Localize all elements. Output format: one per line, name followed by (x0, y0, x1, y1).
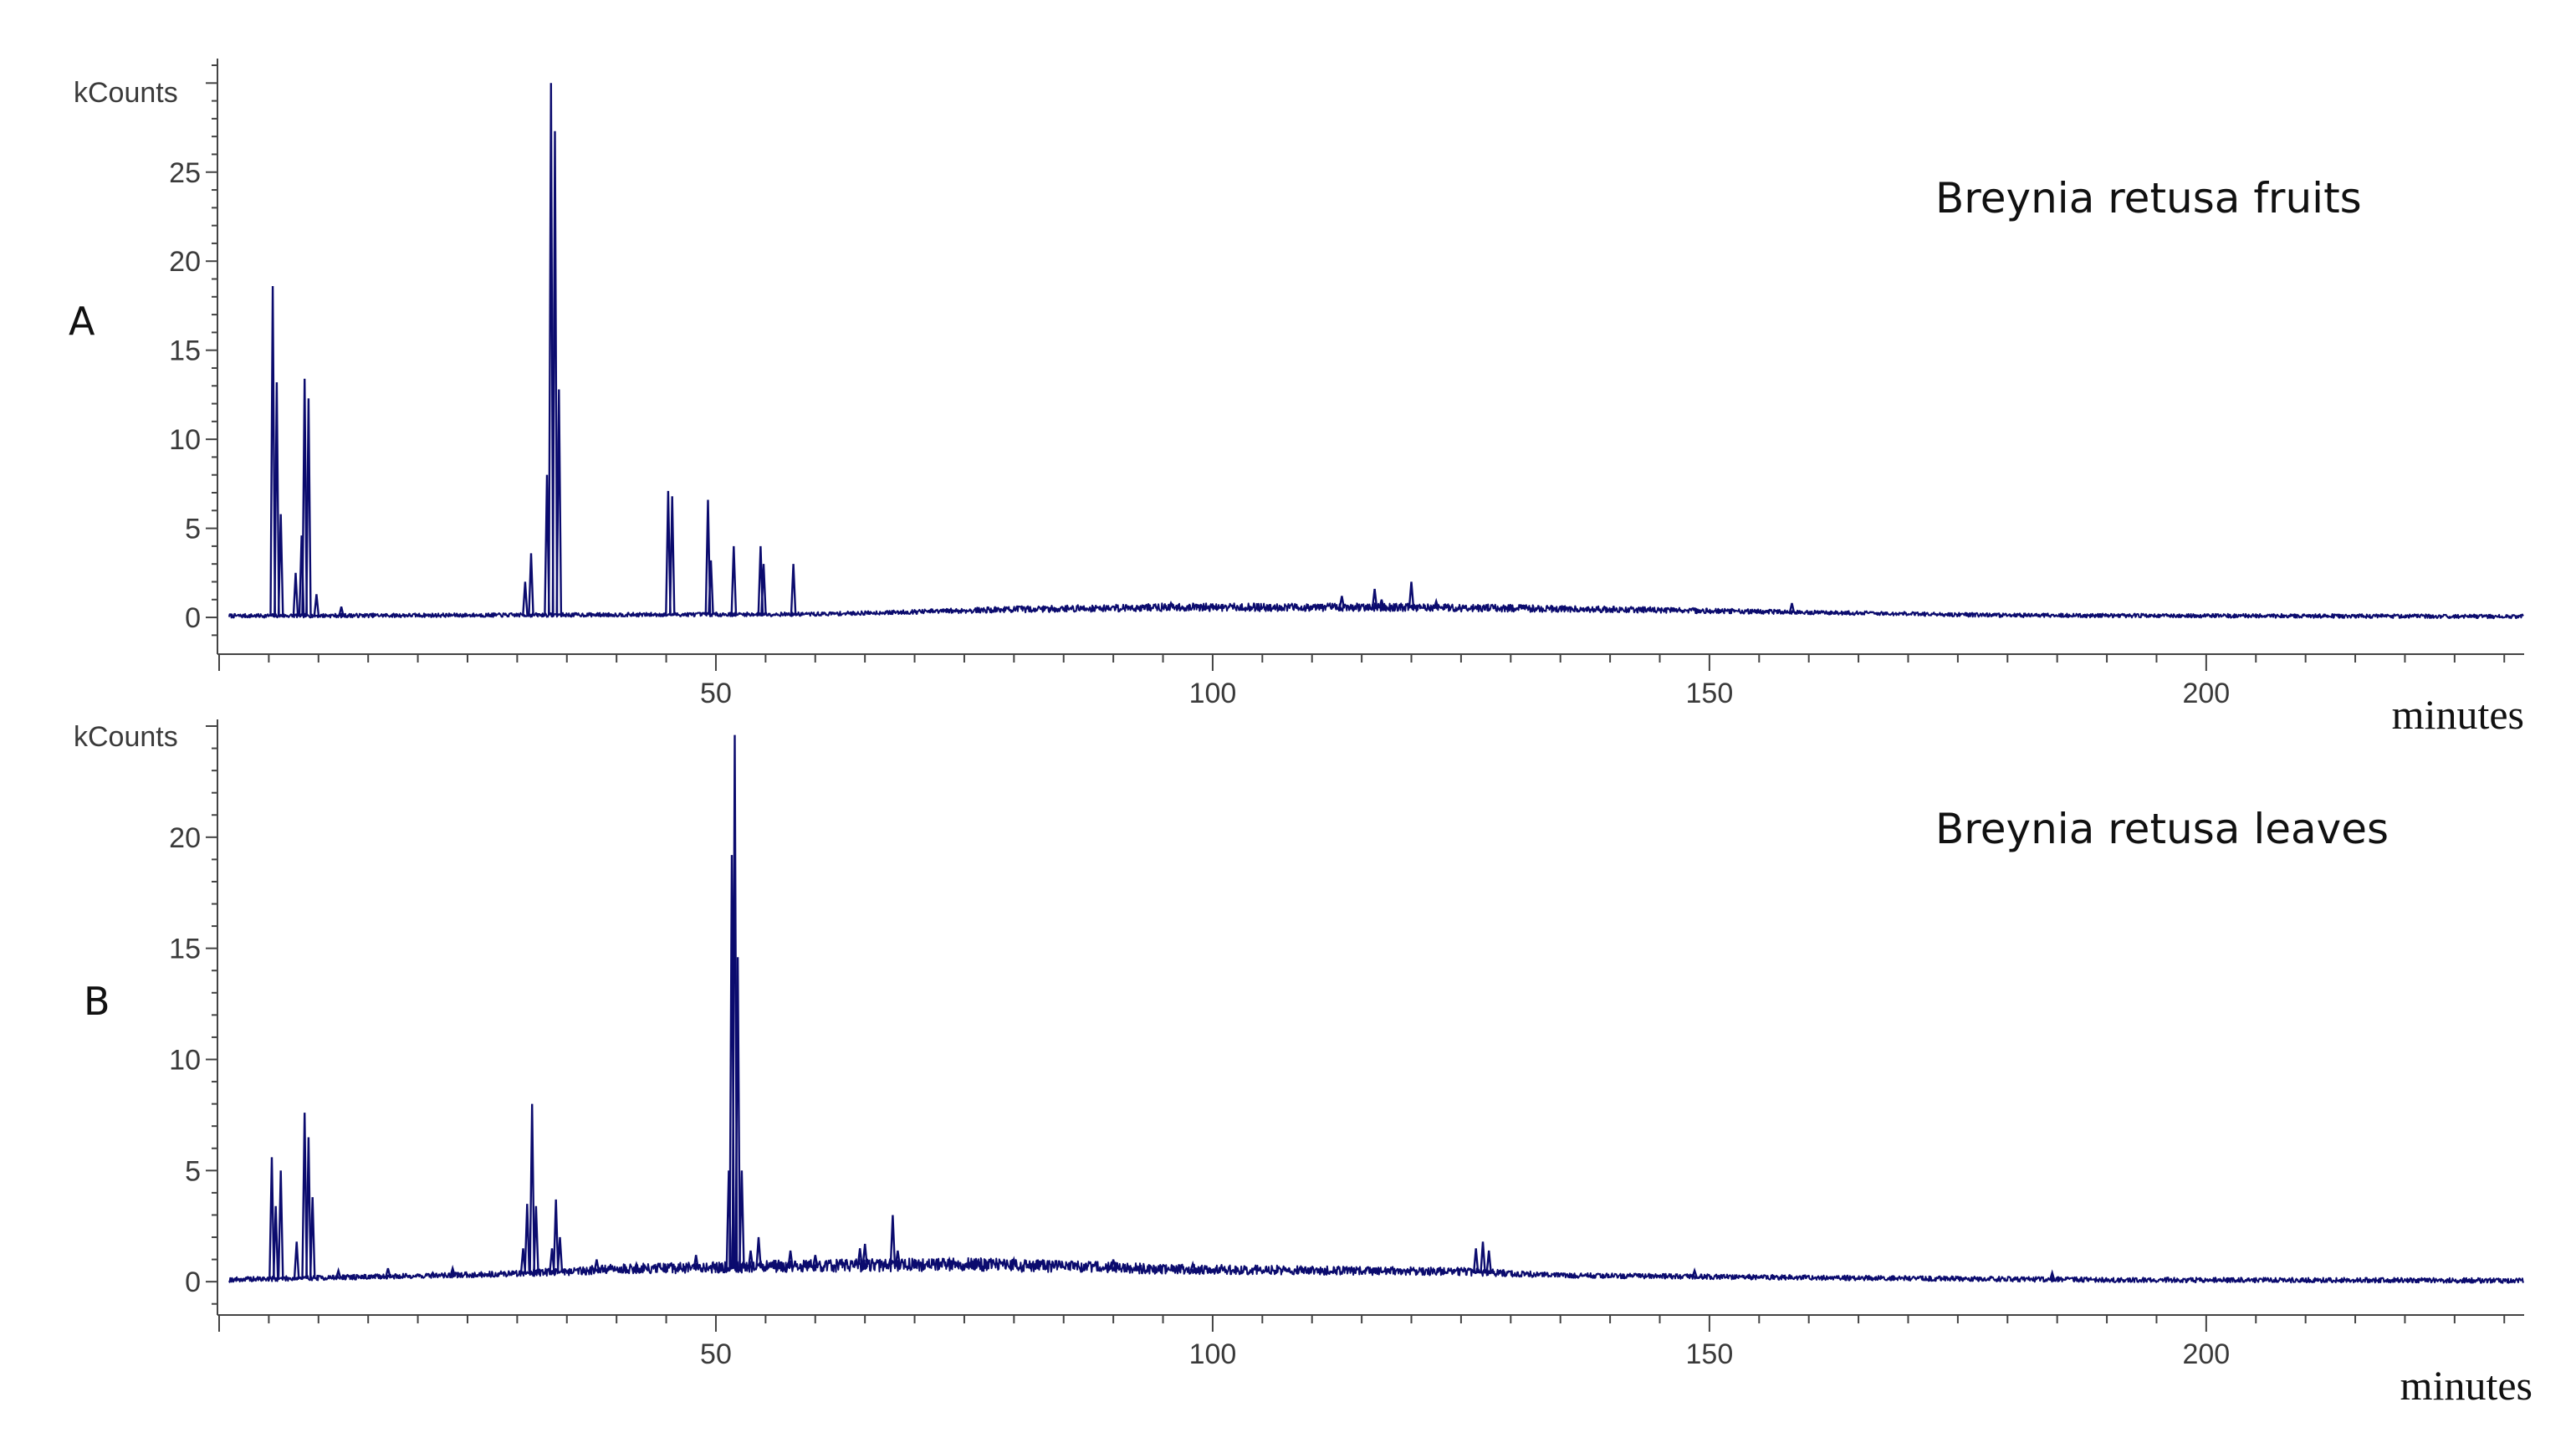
panel-a-peak (292, 572, 299, 617)
panel-a-x-tick-label: 150 (1686, 678, 1734, 709)
panel-b-peak (1691, 1267, 1698, 1278)
panel-a-peak (555, 389, 563, 616)
panel-b-peak (1745, 1273, 1752, 1279)
panel-a-y-tick-label: 25 (169, 157, 201, 189)
panel-b-x-tick-label: 100 (1189, 1338, 1237, 1370)
panel-b-peak (293, 1241, 300, 1280)
panel-b-peak (1110, 1259, 1117, 1270)
panel-b-peak (734, 957, 741, 1269)
panel-a-letter: A (69, 299, 95, 344)
panel-b-peak (335, 1266, 342, 1279)
panel-b-peak (385, 1267, 391, 1278)
panel-b-peak (556, 1236, 564, 1273)
panel-a-peak (269, 285, 276, 617)
panel-b-peak (272, 1205, 279, 1280)
panel-b-peak (739, 1170, 745, 1269)
panel-b-peak (1480, 1241, 1486, 1274)
panel-a-peak (665, 490, 672, 616)
panel-a-peak (1408, 581, 1415, 609)
panel-b-letter: B (84, 979, 110, 1024)
panel-a-y-tick-label: 10 (169, 424, 201, 456)
panel-a-x-tick-label: 200 (2182, 678, 2230, 709)
panel-b-peak (305, 1137, 312, 1279)
panel-a-y-tick-label: 20 (169, 246, 201, 278)
panel-a-peak (668, 496, 676, 616)
panel-b-y-tick-label: 15 (169, 934, 201, 965)
panel-a-plot-area: 0 5 10 15 20 25 50 100 150 200 (169, 59, 2524, 709)
panel-a-peak (1168, 600, 1174, 609)
panel-a-peak (277, 514, 284, 617)
panel-a: 0 5 10 15 20 25 50 100 150 200 A Breynia retusa f… (69, 59, 2524, 738)
panel-b-x-axis-label: minutes (2400, 1362, 2533, 1409)
panel-a-title: Breynia retusa fruits (1935, 174, 2362, 223)
panel-a-y-tick-label: 5 (185, 514, 201, 545)
panel-b-x-tick-label: 200 (2182, 1338, 2230, 1370)
panel-b-peak (1472, 1248, 1480, 1274)
panel-b-peak (449, 1264, 456, 1277)
panel-a-peak (338, 606, 345, 617)
panel-b-peak (533, 1205, 539, 1274)
panel-b-peak (1010, 1256, 1018, 1268)
panel-b-peak (1485, 1250, 1492, 1274)
panel-a-peak (273, 381, 280, 617)
panel-b-peak (593, 1259, 601, 1272)
panel-b-peak (747, 1250, 754, 1269)
panel-b-peak (693, 1255, 699, 1270)
panel-b-plot-area: 0 5 10 15 20 50 100 150 200 (169, 719, 2525, 1370)
panel-b: 0 5 10 15 20 50 100 150 200 B Breynia retusa lea… (74, 719, 2533, 1409)
panel-b-x-tick-label: 50 (700, 1338, 732, 1370)
panel-b-peak (429, 1271, 437, 1277)
panel-a-peak (790, 564, 797, 615)
panel-b-peak (861, 1243, 868, 1268)
panel-a-peak (1371, 588, 1378, 609)
panel-a-x-tick-label: 50 (700, 678, 732, 709)
panel-a-peak (1433, 597, 1439, 610)
panel-a-y-axis-label: kCounts (74, 77, 178, 109)
panel-b-trace-baseline (227, 1256, 2525, 1284)
panel-a-peak (1788, 602, 1796, 613)
panel-a-peak (301, 378, 308, 617)
panel-a-peak (730, 545, 738, 616)
panel-b-title: Breynia retusa leaves (1935, 805, 2389, 853)
panel-b-peak (277, 1170, 284, 1280)
panel-b-y-tick-label: 10 (169, 1044, 201, 1076)
panel-a-peak (708, 560, 714, 616)
panel-b-peak (1189, 1260, 1196, 1272)
panel-b-y-tick-label: 20 (169, 822, 201, 854)
panel-b-peak (633, 1261, 640, 1271)
panel-a-peak (1378, 599, 1385, 609)
panel-b-peak (2048, 1269, 2056, 1281)
panel-b-peak (946, 1256, 953, 1267)
panel-a-peak (548, 83, 555, 616)
panel-b-x-tick-label: 150 (1686, 1338, 1734, 1370)
panel-b-y-tick-label: 0 (185, 1266, 201, 1298)
panel-b-peak (811, 1255, 819, 1268)
panel-a-peak (1338, 596, 1346, 609)
panel-a-peak (551, 130, 559, 616)
panel-a-peak (522, 581, 529, 616)
panel-b-peak (894, 1250, 902, 1267)
panel-b-peak (787, 1250, 794, 1269)
panel-a-peak (760, 564, 767, 616)
panel-b-peak (301, 1113, 308, 1279)
panel-b-peak (856, 1248, 863, 1268)
panel-a-x-tick-label: 100 (1189, 678, 1237, 709)
panel-a-peak (305, 398, 312, 617)
panel-b-y-tick-label: 5 (185, 1155, 201, 1187)
panel-a-peak (313, 594, 320, 617)
panel-b-y-axis-label: kCounts (74, 721, 178, 753)
panel-b-peak (529, 1103, 535, 1274)
panel-b-peak (889, 1215, 897, 1267)
panel-b-peak (268, 1157, 275, 1280)
panel-b-peak (309, 1197, 316, 1279)
panel-b-peak (524, 1204, 531, 1274)
panel-a-y-tick-label: 15 (169, 335, 201, 367)
panel-b-peak (755, 1236, 762, 1269)
panel-a-y-tick-label: 0 (185, 602, 201, 634)
panel-a-x-axis-label: minutes (2392, 691, 2524, 738)
panel-a-peak (528, 553, 534, 616)
panel-b-peak (552, 1199, 560, 1273)
